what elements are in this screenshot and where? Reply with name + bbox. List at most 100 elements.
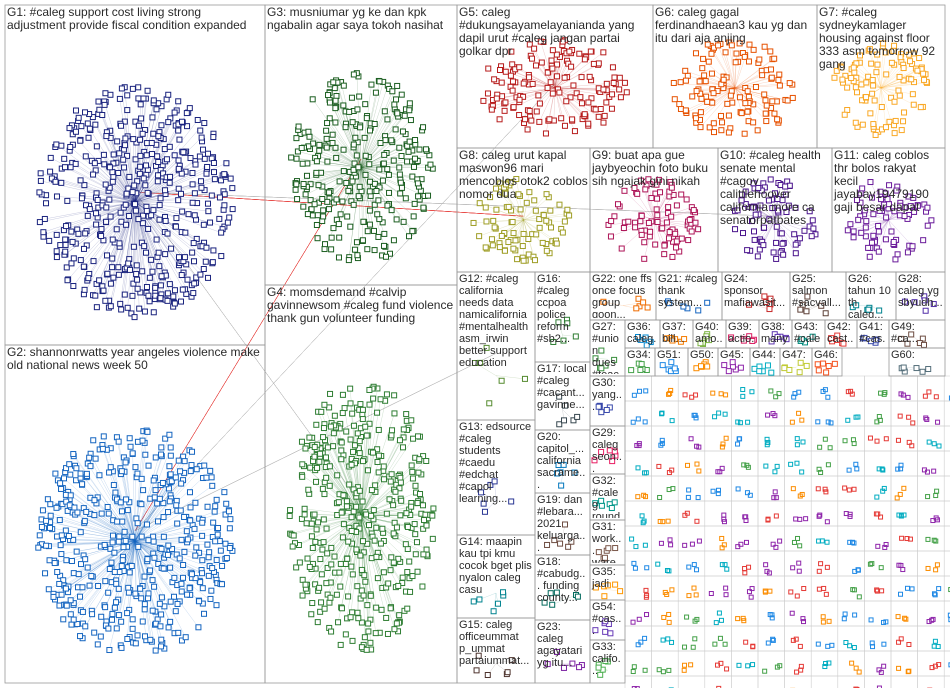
node: [360, 549, 367, 556]
edge: [760, 219, 776, 240]
edge: [360, 515, 362, 556]
tile: [917, 675, 945, 688]
node: [796, 369, 803, 376]
node: [607, 233, 614, 240]
node: [773, 513, 779, 519]
node: [63, 465, 70, 472]
node: [370, 395, 377, 402]
node: [178, 480, 185, 487]
tile: [784, 425, 812, 452]
node: [229, 185, 236, 192]
edge: [360, 515, 391, 609]
node: [920, 70, 927, 77]
node: [305, 486, 312, 493]
edge: [134, 540, 186, 638]
node: [196, 153, 203, 160]
node: [648, 195, 655, 202]
node: [135, 84, 142, 91]
node: [91, 629, 98, 636]
node: [420, 453, 427, 460]
node: [669, 639, 675, 645]
node: [107, 280, 114, 287]
node: [850, 228, 857, 235]
edge: [554, 63, 599, 89]
edge: [861, 219, 889, 233]
node: [364, 602, 371, 609]
node: [407, 117, 414, 124]
node: [155, 560, 162, 567]
node: [537, 38, 544, 45]
node: [48, 175, 55, 182]
node: [333, 591, 340, 598]
node: [147, 636, 154, 643]
node: [628, 367, 635, 374]
node: [916, 55, 923, 62]
node: [298, 145, 305, 152]
node: [480, 500, 487, 507]
node: [926, 389, 932, 395]
node: [694, 461, 700, 467]
node: [314, 212, 321, 219]
node: [494, 600, 501, 607]
node: [61, 475, 68, 482]
node: [309, 600, 316, 607]
node: [156, 600, 163, 607]
edge: [87, 463, 136, 542]
node: [186, 585, 193, 592]
node: [317, 608, 324, 615]
node: [761, 184, 768, 191]
node: [487, 481, 494, 488]
node: [377, 140, 384, 147]
node: [116, 150, 123, 157]
node: [156, 202, 163, 209]
node: [152, 487, 159, 494]
node: [783, 209, 790, 216]
node: [316, 141, 323, 148]
node: [743, 539, 749, 545]
node: [124, 507, 131, 514]
node: [689, 541, 695, 547]
edge: [326, 122, 362, 168]
node: [342, 560, 349, 567]
node: [717, 635, 723, 641]
node: [348, 563, 355, 570]
node: [669, 418, 675, 424]
node: [347, 614, 354, 621]
node: [845, 417, 851, 423]
node: [204, 503, 211, 510]
node: [736, 436, 742, 442]
node: [166, 179, 173, 186]
node: [58, 485, 65, 492]
tile: [651, 600, 679, 627]
node: [116, 533, 123, 540]
node: [41, 215, 48, 222]
node: [178, 637, 185, 644]
node: [723, 592, 729, 598]
node: [373, 604, 380, 611]
node: [532, 62, 539, 69]
edge: [764, 187, 776, 220]
node: [84, 564, 91, 571]
node: [338, 439, 345, 446]
node: [875, 543, 881, 549]
node: [121, 528, 128, 535]
node: [751, 236, 758, 243]
node: [150, 538, 157, 545]
node: [790, 565, 796, 571]
node: [52, 178, 59, 185]
node: [136, 305, 143, 312]
node: [909, 243, 916, 250]
node: [135, 216, 142, 223]
node: [221, 202, 228, 209]
group-label: G10: #caleg health senate mental #cagov …: [720, 148, 821, 227]
node: [130, 243, 137, 250]
edge: [70, 506, 136, 542]
node: [175, 629, 182, 636]
node: [319, 196, 326, 203]
node: [137, 152, 144, 159]
node: [739, 230, 746, 237]
node: [86, 454, 93, 461]
tile: [864, 600, 892, 627]
edge: [880, 87, 882, 108]
node: [536, 118, 543, 125]
